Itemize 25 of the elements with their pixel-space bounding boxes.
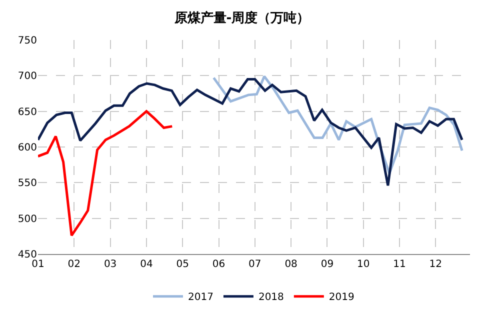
x-tick-label: 03	[104, 259, 117, 270]
x-tick-label: 12	[429, 259, 442, 270]
x-tick-label: 11	[393, 259, 406, 270]
y-tick-label: 450	[18, 250, 37, 260]
x-tick-label: 05	[176, 259, 189, 270]
y-tick-label: 750	[18, 36, 37, 46]
x-tick-label: 01	[32, 259, 44, 270]
y-tick-label: 650	[18, 106, 37, 118]
y-tick-label: 600	[18, 142, 37, 154]
line-series	[38, 78, 464, 187]
legend-label: 2018	[258, 292, 284, 304]
x-tick-label: 10	[356, 259, 370, 270]
x-tick-label: 09	[320, 259, 334, 270]
y-tick-label: 700	[18, 71, 37, 82]
x-tick-label: 08	[284, 259, 298, 270]
x-tick-label: 06	[212, 259, 226, 270]
x-tick-label: 04	[140, 259, 153, 270]
x-tick-label: 07	[248, 259, 262, 270]
legend-label: 2019	[328, 292, 354, 304]
y-tick-label: 500	[18, 214, 37, 225]
x-tick-label: 02	[68, 259, 81, 270]
chart-title: 原煤产量-周度（万吨）	[173, 10, 310, 26]
legend-label: 2017	[188, 292, 214, 304]
line-series	[38, 110, 174, 237]
y-tick-label: 550	[18, 178, 37, 190]
